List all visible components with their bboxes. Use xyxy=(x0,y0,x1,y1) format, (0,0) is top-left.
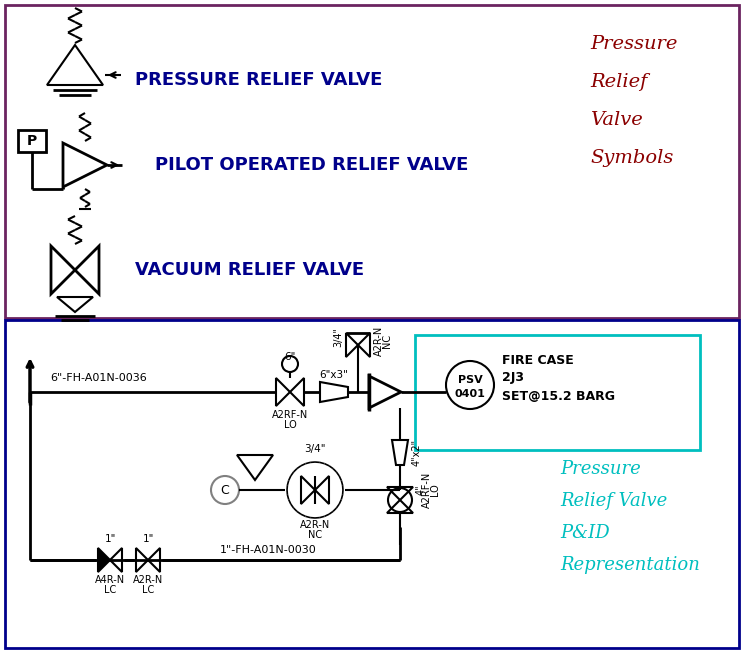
Text: FIRE CASE: FIRE CASE xyxy=(502,354,574,366)
Text: A4R-N: A4R-N xyxy=(95,575,125,585)
Polygon shape xyxy=(98,548,110,572)
Text: LC: LC xyxy=(142,585,154,595)
Text: 3/4": 3/4" xyxy=(333,327,343,347)
Text: Valve: Valve xyxy=(590,111,643,129)
Text: LO: LO xyxy=(430,483,440,496)
Text: NC: NC xyxy=(308,530,322,540)
Text: LC: LC xyxy=(104,585,116,595)
Text: 4"x2": 4"x2" xyxy=(412,439,422,466)
Text: Symbols: Symbols xyxy=(590,149,673,167)
Text: P&ID: P&ID xyxy=(560,524,609,542)
Text: 4": 4" xyxy=(416,485,426,495)
Text: VACUUM RELIEF VALVE: VACUUM RELIEF VALVE xyxy=(135,261,364,279)
Text: Pressure: Pressure xyxy=(590,35,677,53)
Text: 2J3: 2J3 xyxy=(502,371,524,385)
Bar xyxy=(5,5,739,318)
Text: 0401: 0401 xyxy=(455,389,485,399)
Bar xyxy=(5,320,739,648)
Text: 1": 1" xyxy=(104,534,115,544)
Text: A2R-N: A2R-N xyxy=(300,520,330,530)
Text: PSV: PSV xyxy=(458,375,482,385)
Text: A2R-N: A2R-N xyxy=(133,575,163,585)
Text: LO: LO xyxy=(283,420,296,430)
Text: 6"x3": 6"x3" xyxy=(320,370,348,380)
Text: Pressure: Pressure xyxy=(560,460,641,478)
Text: 1"-FH-A01N-0030: 1"-FH-A01N-0030 xyxy=(220,545,317,555)
Text: A2RF-N: A2RF-N xyxy=(422,472,432,508)
Text: 3/4": 3/4" xyxy=(304,444,326,454)
Text: PRESSURE RELIEF VALVE: PRESSURE RELIEF VALVE xyxy=(135,71,382,89)
Text: Relief Valve: Relief Valve xyxy=(560,492,667,510)
Text: Relief: Relief xyxy=(590,73,647,91)
Text: 6"-FH-A01N-0036: 6"-FH-A01N-0036 xyxy=(50,373,147,383)
Text: 6": 6" xyxy=(284,352,295,362)
Text: Representation: Representation xyxy=(560,556,700,574)
Text: 1": 1" xyxy=(142,534,154,544)
Bar xyxy=(18,130,46,152)
Text: NC: NC xyxy=(382,334,392,348)
Bar xyxy=(415,335,700,450)
Text: SET@15.2 BARG: SET@15.2 BARG xyxy=(502,390,615,402)
Text: PILOT OPERATED RELIEF VALVE: PILOT OPERATED RELIEF VALVE xyxy=(155,156,469,174)
Text: A2R-N: A2R-N xyxy=(374,326,384,356)
Text: C: C xyxy=(221,483,229,496)
Text: P: P xyxy=(27,134,37,148)
Text: A2RF-N: A2RF-N xyxy=(272,410,308,420)
